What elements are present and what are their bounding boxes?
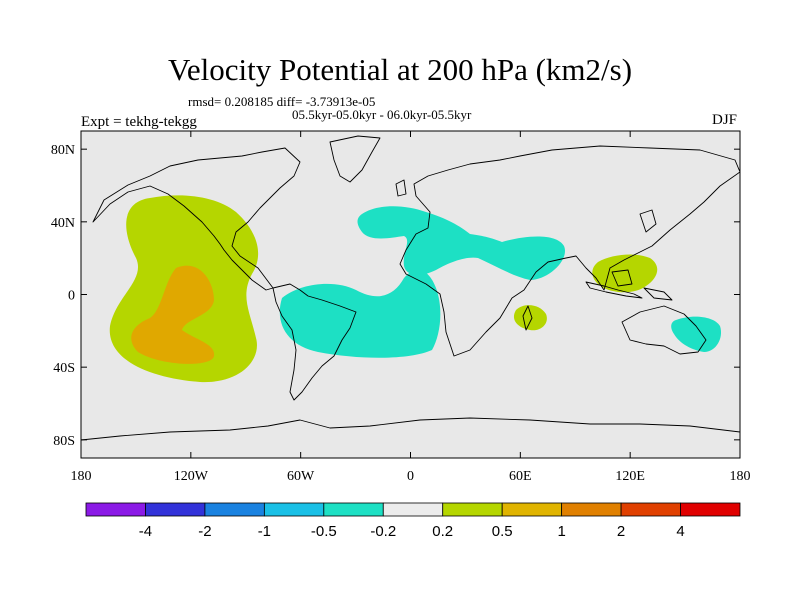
periods-text: 05.5kyr-05.0kyr - 06.0kyr-05.5kyr xyxy=(292,107,472,122)
colorbar-box xyxy=(680,502,741,517)
x-tick-label: 120W xyxy=(174,469,209,484)
contour-maritime-continent-positive xyxy=(592,254,658,293)
x-tick-label: 120E xyxy=(615,469,645,484)
experiment-label: Expt = tekhg-tekgg xyxy=(81,114,197,130)
colorbar-label: 2 xyxy=(617,523,625,540)
contour-mediterranean-negative xyxy=(357,206,566,280)
y-tick-label: 80S xyxy=(53,434,75,449)
y-tick-label: 0 xyxy=(68,289,75,304)
colorbar-label: -0.5 xyxy=(311,523,337,540)
colorbar-box xyxy=(145,502,206,517)
axis-ticks: 180 120W 60W 0 60E 120E 180 80N 40N 0 40S 80S xyxy=(51,131,751,484)
y-tick-label: 80N xyxy=(51,143,75,158)
colorbar-box xyxy=(323,502,384,517)
coastline-greenland xyxy=(329,135,381,183)
colorbar-box xyxy=(382,502,444,517)
coastline-south-america xyxy=(272,283,357,401)
contour-south-atlantic-negative xyxy=(279,269,441,358)
colorbar-box xyxy=(85,502,146,517)
coastline-north-america xyxy=(92,147,301,291)
x-tick-label: 180 xyxy=(730,469,751,484)
coastline-australia xyxy=(621,305,707,355)
coastline-layer xyxy=(81,135,740,441)
colorbar-label: 0.5 xyxy=(492,523,513,540)
coastline-eurasia-africa xyxy=(399,145,740,357)
x-tick-label: 60W xyxy=(287,469,315,484)
colorbar-box xyxy=(204,502,265,517)
coastline-new-guinea xyxy=(643,287,673,301)
contour-east-pacific-core xyxy=(131,265,215,364)
coastline-antarctica xyxy=(81,417,740,441)
colorbar-label: 1 xyxy=(557,523,565,540)
coastline-japan xyxy=(639,209,657,233)
colorbar-box xyxy=(501,502,563,517)
contour-madagascar-positive xyxy=(513,305,547,331)
colorbar-box xyxy=(561,502,622,517)
y-tick-label: 40S xyxy=(53,361,75,376)
contour-fill-layer xyxy=(109,195,722,383)
colorbar: -4 -2 -1 -0.5 -0.2 0.2 0.5 1 2 4 xyxy=(85,502,741,540)
y-tick-label: 40N xyxy=(51,216,75,231)
colorbar-box xyxy=(263,502,325,517)
coastline-madagascar xyxy=(522,305,533,331)
colorbar-label: -4 xyxy=(139,523,152,540)
chart-title: Velocity Potential at 200 hPa (km2/s) xyxy=(167,52,633,87)
colorbar-label: -2 xyxy=(198,523,211,540)
x-tick-label: 0 xyxy=(407,469,414,484)
coastline-uk xyxy=(395,179,407,197)
season-label: DJF xyxy=(712,112,738,128)
coastline-indonesia xyxy=(585,281,643,299)
colorbar-label: -0.2 xyxy=(370,523,396,540)
contour-australia-negative xyxy=(671,316,722,352)
x-tick-label: 60E xyxy=(509,469,532,484)
colorbar-box xyxy=(442,502,503,517)
coastline-borneo xyxy=(611,269,633,287)
colorbar-label: 4 xyxy=(676,523,684,540)
colorbar-label: 0.2 xyxy=(432,523,453,540)
colorbar-box xyxy=(620,502,681,517)
x-tick-label: 180 xyxy=(71,469,92,484)
stats-text: rmsd= 0.208185 diff= -3.73913e-05 xyxy=(188,94,376,109)
colorbar-label: -1 xyxy=(258,523,271,540)
